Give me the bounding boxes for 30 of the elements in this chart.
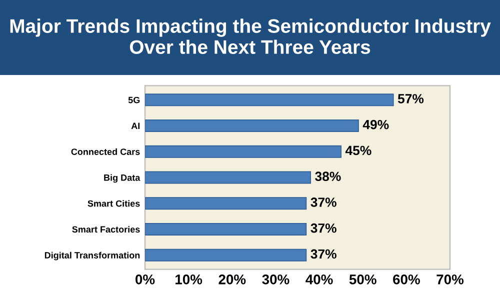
x-tick-label: 60% [393, 274, 420, 284]
data-label: 45% [345, 146, 372, 156]
x-tick-label: 30% [262, 274, 290, 284]
bar [145, 145, 342, 158]
data-label: 38% [315, 172, 341, 182]
x-tick-label: 50% [349, 274, 376, 284]
y-tick-label: AI [131, 122, 140, 129]
y-tick-label: Big Data [104, 174, 140, 183]
data-label: 37% [310, 198, 336, 207]
x-tick-label: 20% [218, 274, 246, 284]
bar [145, 222, 307, 236]
chart-title: Major Trends Impacting the Semiconductor Industry Over the Next Three Years [10, 18, 491, 54]
y-tick-label: Connected Cars [71, 148, 140, 155]
x-tick-label: 70% [436, 274, 464, 284]
data-label: 37% [310, 249, 336, 259]
data-label: 37% [310, 223, 336, 233]
y-tick-label: Smart Cities [88, 200, 140, 207]
bar [145, 248, 307, 262]
bar [145, 197, 307, 210]
bar [145, 94, 394, 106]
bar [145, 171, 311, 184]
y-tick-label: Smart Factories [72, 226, 140, 233]
data-label: 57% [398, 94, 424, 104]
data-label: 49% [362, 120, 389, 130]
x-tick-label: 40% [306, 274, 333, 284]
x-tick-label: 10% [176, 274, 202, 284]
bar [145, 119, 359, 132]
y-tick-label: 5G [128, 96, 140, 104]
x-tick-label: 0% [136, 274, 155, 284]
y-tick-label: Digital Transformation [44, 252, 140, 260]
